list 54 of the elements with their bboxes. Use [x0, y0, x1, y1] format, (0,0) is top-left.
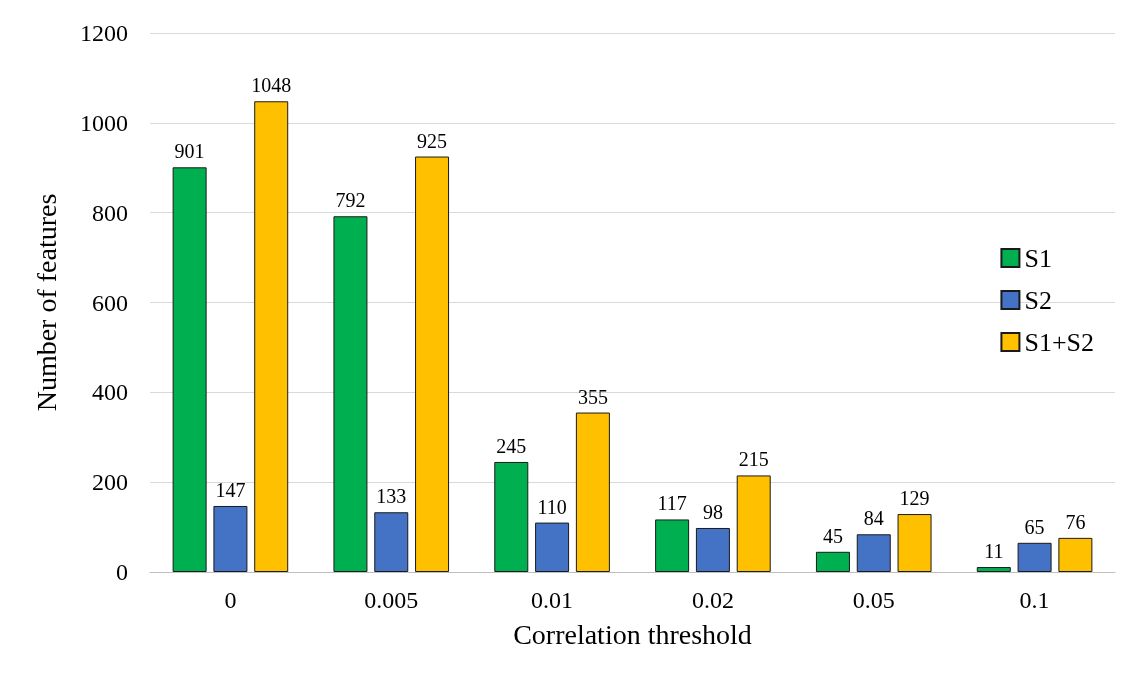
y-tick-label: 600: [92, 289, 128, 316]
x-tick-label: 0.05: [852, 587, 895, 613]
x-tick-label: 0.01: [531, 587, 574, 613]
data-label: 792: [335, 189, 366, 212]
y-tick-label: 1000: [80, 109, 128, 136]
x-tick-label: 0.1: [1019, 587, 1050, 613]
data-label: 110: [537, 495, 567, 518]
data-label: 45: [822, 524, 843, 547]
data-label: 147: [215, 478, 246, 501]
data-label: 925: [417, 129, 448, 152]
bar: [575, 412, 610, 572]
bar: [333, 216, 368, 572]
legend-label: S2: [1024, 285, 1052, 315]
bar: [736, 475, 771, 572]
x-tick-label: 0: [224, 587, 237, 613]
bar: [1058, 537, 1093, 572]
data-label: 129: [899, 487, 930, 510]
bar: [695, 527, 730, 572]
data-label: 84: [863, 507, 884, 530]
y-axis-title: Number of features: [30, 193, 62, 412]
bar: [172, 167, 207, 572]
bar: [1017, 542, 1052, 572]
bar: [856, 534, 891, 572]
data-label: 215: [738, 448, 769, 471]
x-tick-label: 0.02: [691, 587, 734, 613]
data-label: 245: [496, 434, 527, 457]
legend-label: S1+S2: [1024, 327, 1095, 357]
y-tick-label: 0: [116, 559, 128, 585]
bar: [254, 101, 289, 572]
data-label: 1048: [251, 74, 292, 97]
bar: [976, 567, 1011, 572]
bar: [374, 512, 409, 572]
data-label: 117: [657, 492, 687, 515]
bar: [494, 461, 529, 572]
data-label: 133: [376, 485, 407, 508]
data-label: 65: [1024, 515, 1045, 538]
x-axis-title: Correlation threshold: [513, 618, 752, 650]
bar: [815, 551, 850, 572]
bar: [415, 156, 450, 572]
y-tick-label: 1200: [80, 20, 128, 46]
y-tick-label: 200: [92, 469, 128, 496]
data-label: 11: [984, 540, 1004, 563]
y-tick-label: 800: [92, 199, 128, 226]
y-tick-label: 400: [92, 379, 128, 406]
legend-label: S1: [1024, 243, 1052, 273]
bar: [535, 522, 570, 572]
bar: [897, 514, 932, 572]
data-label: 98: [702, 500, 723, 523]
data-label: 901: [174, 140, 205, 163]
data-label: 355: [577, 385, 608, 408]
bar: [213, 505, 248, 572]
x-tick-label: 0.005: [364, 587, 419, 613]
data-label: 76: [1065, 510, 1086, 533]
bar: [655, 519, 690, 572]
